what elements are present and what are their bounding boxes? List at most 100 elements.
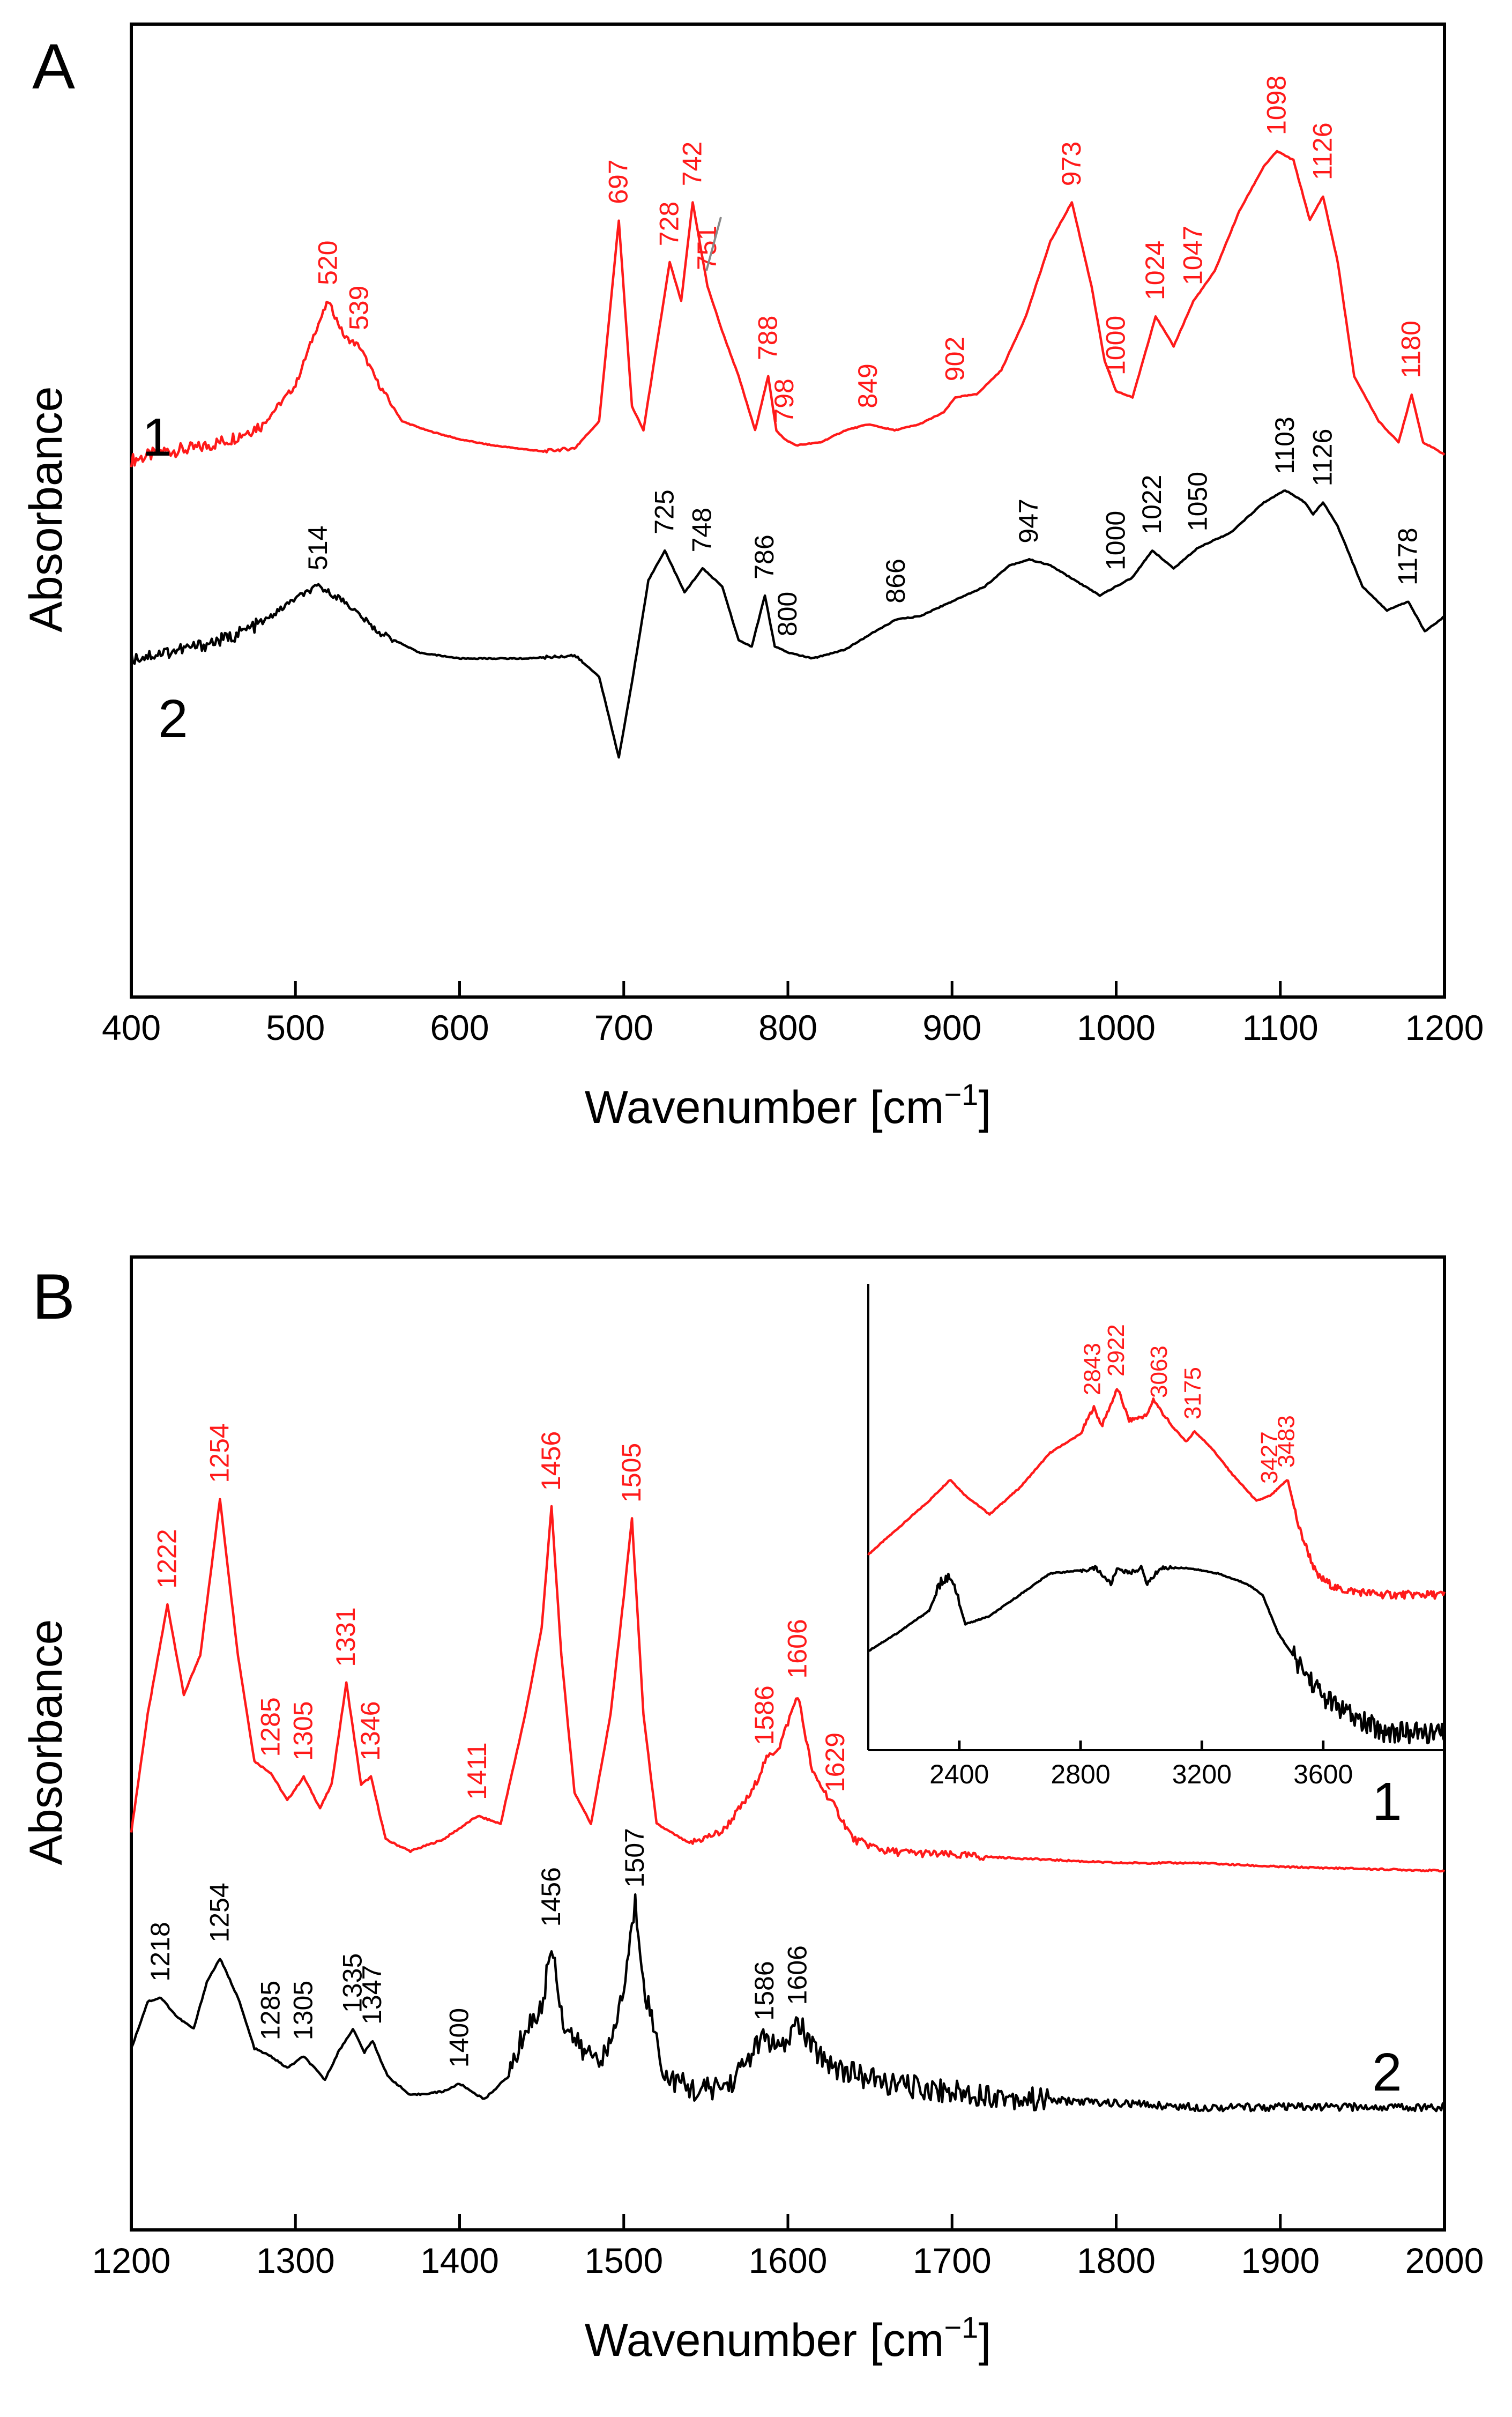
inset-peak-label-1-3063: 3063: [1146, 1345, 1172, 1398]
leader-line-751: [705, 217, 722, 271]
panel-b-peak-label-1-1346: 1346: [355, 1701, 385, 1761]
panel-a-peak-label-2-947: 947: [1014, 499, 1044, 543]
inset-tick-label-2800: 2800: [1051, 1759, 1110, 1789]
panel-a-y-axis-label: Absorbance: [20, 386, 72, 633]
panel-a-peak-label-2-725: 725: [649, 489, 679, 534]
panel-b-letter: B: [32, 1261, 75, 1333]
panel-a-tick-label-700: 700: [594, 1008, 653, 1047]
panel-b-peak-label-1-1254: 1254: [204, 1423, 234, 1483]
panel-b-peak-label-2-1400: 1400: [444, 2008, 474, 2068]
panel-a-peak-label-2-1103: 1103: [1270, 417, 1300, 474]
panel-a: A Absorbance Wavenumber [cm−1] 400 500 600…: [20, 23, 1484, 1133]
panel-a-peak-label-2-866: 866: [881, 559, 911, 603]
panel-a-peak-label-1-849: 849: [853, 363, 883, 408]
panel-a-peak-label-1-788: 788: [753, 316, 783, 360]
panel-b-peak-label-1-1606: 1606: [782, 1619, 812, 1678]
panel-a-x-ticks: 400 500 600 700 800 900 1000 1100 1200: [102, 981, 1484, 1047]
inset-peak-label-1-3427: 3427: [1256, 1431, 1283, 1484]
panel-b-tick-label-1500: 1500: [584, 2241, 663, 2280]
panel-a-series-2-curve: [130, 489, 1446, 759]
panel-a-peak-label-2-748: 748: [687, 508, 717, 552]
panel-b-peak-label-2-1254: 1254: [204, 1883, 234, 1942]
panel-a-peak-label-1-902: 902: [940, 337, 970, 381]
inset-peak-label-1-3483: 3483: [1273, 1415, 1299, 1468]
panel-b-peak-label-2-1586: 1586: [749, 1961, 779, 2020]
panel-a-tick-label-1200: 1200: [1405, 1008, 1484, 1047]
inset-peak-label-1-2843: 2843: [1079, 1343, 1105, 1395]
panel-a-peak-label-2-786: 786: [749, 534, 779, 579]
panel-a-peak-label-1-1180: 1180: [1396, 321, 1426, 378]
panel-b: B Absorbance Wavenumber [cm−1] 1200 1300 1…: [20, 1255, 1484, 2366]
panel-a-plot-frame: [130, 23, 1446, 999]
panel-a-peak-label-1-539: 539: [344, 286, 374, 330]
panel-a-peak-label-1-742: 742: [677, 142, 707, 186]
panel-b-peak-label-2-1285: 1285: [255, 1981, 285, 2040]
panel-a-peak-label-1-973: 973: [1056, 142, 1086, 186]
panel-b-plot-frame: [130, 1255, 1446, 2232]
panel-b-peak-label-1-1331: 1331: [331, 1607, 361, 1667]
panel-b-curves: [130, 1498, 1446, 2113]
panel-b-peak-label-2-1305: 1305: [288, 1981, 318, 2040]
panel-a-tick-label-1000: 1000: [1077, 1008, 1156, 1047]
panel-a-peak-label-2-1178: 1178: [1393, 527, 1423, 585]
panel-a-peak-label-1-1047: 1047: [1178, 226, 1208, 285]
panel-b-tick-label-1600: 1600: [749, 2241, 828, 2280]
panel-a-peak-label-2-1000: 1000: [1101, 511, 1131, 570]
panel-a-letter: A: [32, 31, 75, 102]
panel-b-peak-label-1-1456: 1456: [536, 1431, 566, 1491]
panel-b-peak-label-2-1335: 1335: [337, 1953, 367, 2013]
panel-b-peak-label-1-1629: 1629: [820, 1732, 850, 1792]
panel-a-peak-label-1-1126: 1126: [1307, 122, 1337, 180]
panel-b-peak-label-2-1347: 1347: [357, 1965, 387, 2025]
panel-b-series-1-label: 1: [1372, 1772, 1402, 1832]
panel-a-peak-label-1-798: 798: [769, 378, 799, 423]
panel-a-curves: [130, 150, 1446, 759]
panel-a-peak-label-1-728: 728: [654, 202, 684, 246]
inset-curves: [867, 1388, 1446, 1745]
panel-b-tick-label-1900: 1900: [1241, 2241, 1320, 2280]
panel-b-peak-label-2-1456: 1456: [536, 1867, 566, 1927]
panel-b-y-axis-label: Absorbance: [20, 1619, 72, 1865]
panel-a-tick-label-400: 400: [102, 1008, 161, 1047]
panel-b-tick-label-1400: 1400: [420, 2241, 499, 2280]
inset-tick-label-2400: 2400: [929, 1759, 989, 1789]
panel-b-peak-label-1-1505: 1505: [616, 1443, 646, 1503]
panel-a-tick-label-900: 900: [922, 1008, 981, 1047]
panel-a-x-axis-label: Wavenumber [cm−1]: [585, 1077, 991, 1133]
inset-tick-label-3200: 3200: [1172, 1759, 1232, 1789]
inset-series-2-curve: [868, 1565, 1446, 1745]
panel-a-series-1-curve: [130, 150, 1446, 467]
panel-a-peak-label-1-1024: 1024: [1140, 241, 1170, 300]
panel-a-peak-label-1-520: 520: [313, 241, 343, 285]
panel-a-peak-label-1-1000: 1000: [1101, 316, 1131, 375]
panel-b-peak-label-2-1606: 1606: [782, 1945, 812, 2005]
panel-a-peak-label-2-514: 514: [303, 526, 333, 570]
inset-series-1-curve: [867, 1388, 1446, 1600]
panel-b-x-ticks: 1200 1300 1400 1500 1600 1700 1800 1900 2000: [92, 2214, 1484, 2280]
panel-a-tick-label-1100: 1100: [1242, 1008, 1319, 1047]
inset-x-ticks: 2400 2800 3200 3600: [929, 1741, 1353, 1789]
panel-a-peak-label-2-1126: 1126: [1307, 429, 1337, 487]
panel-a-series-1-label: 1: [142, 407, 172, 467]
panel-b-peak-label-2-1218: 1218: [145, 1922, 175, 1981]
panel-b-tick-label-1800: 1800: [1077, 2241, 1156, 2280]
panel-a-peak-label-1-1098: 1098: [1262, 76, 1292, 135]
panel-b-x-axis-label: Wavenumber [cm−1]: [585, 2310, 991, 2366]
panel-b-peak-label-1-1411: 1411: [462, 1742, 492, 1800]
panel-a-series-2-label: 2: [158, 689, 188, 749]
inset-tick-label-3600: 3600: [1293, 1759, 1353, 1789]
panel-b-series-2-curve: [130, 1893, 1446, 2113]
panel-b-peak-label-1-1285: 1285: [255, 1697, 285, 1757]
panel-b-peak-label-1-1586: 1586: [749, 1685, 779, 1745]
inset-peak-label-1-3175: 3175: [1180, 1367, 1206, 1419]
panel-b-peak-label-2-1507: 1507: [620, 1828, 650, 1887]
panel-b-tick-label-1300: 1300: [256, 2241, 335, 2280]
panel-b-tick-label-2000: 2000: [1405, 2241, 1484, 2280]
panel-a-peak-label-2-1022: 1022: [1137, 475, 1167, 534]
panel-b-peak-label-1-1222: 1222: [152, 1529, 182, 1588]
